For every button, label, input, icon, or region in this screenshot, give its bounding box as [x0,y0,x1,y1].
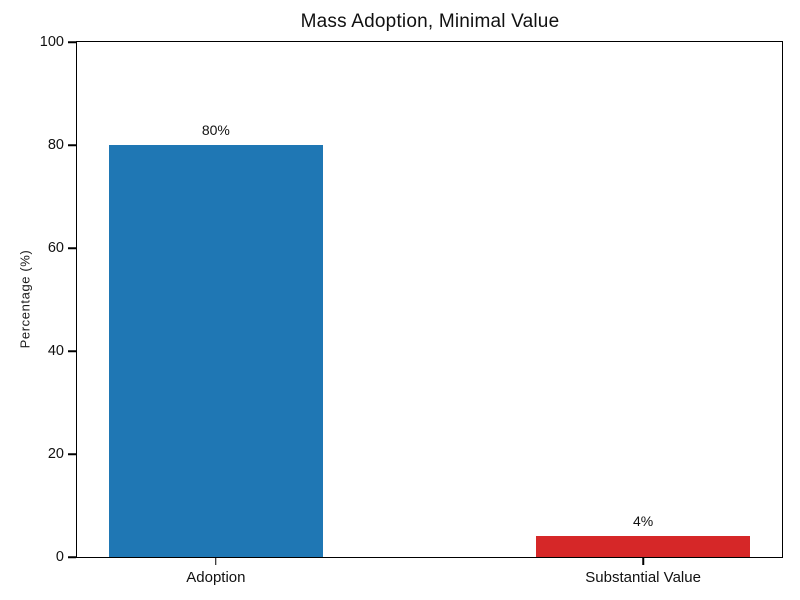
bar-value-label: 80% [201,122,230,138]
y-tick-label: 20 [47,446,64,462]
bar-substantial-value [536,536,750,557]
y-tick-label: 80 [47,137,64,153]
x-tick-mark [215,557,217,565]
y-tick-label: 40 [47,343,64,359]
y-tick-mark [67,41,76,43]
bar-value-label: 4% [632,513,654,530]
x-tick-mark [642,557,644,565]
y-tick-label: 0 [55,549,64,565]
bar-adoption [109,145,323,557]
y-tick-mark [67,556,76,558]
y-tick-mark [67,350,76,352]
y-tick-mark [67,247,76,249]
x-tick-label: Substantial Value [585,569,701,586]
y-tick-mark [67,453,76,455]
x-tick-label: Adoption [186,569,246,586]
y-tick-label: 60 [47,240,64,256]
plot-area: 0 20 40 60 80 100 80% Adoption 4% Substantial Val… [40,34,783,586]
y-tick-mark [67,144,76,146]
y-tick-label: 100 [39,34,64,50]
y-axis-label: Percentage (%) [17,249,33,349]
chart-title: Mass Adoption, Minimal Value [300,11,560,32]
